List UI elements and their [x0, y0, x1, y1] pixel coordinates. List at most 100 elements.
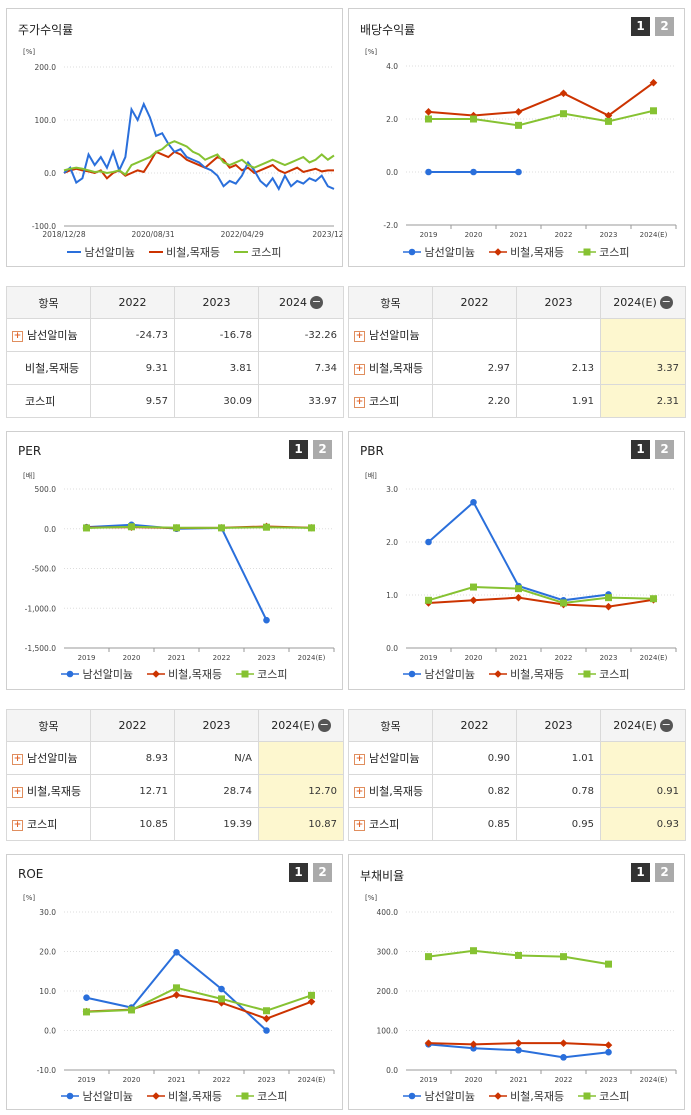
cell-value: 30.09 [174, 384, 259, 418]
top-tab-strip [225, 0, 585, 3]
legend: 남선알미늄 비철,목재등 코스피 [349, 244, 684, 260]
cell-value [516, 318, 601, 352]
row-label[interactable]: + 비철,목재등 [6, 774, 91, 808]
legend-industry: 비철,목재등 [489, 1088, 564, 1104]
y-tick-label: -10.0 [37, 1066, 57, 1075]
cell-value: 2.31 [600, 384, 686, 418]
industry-point [514, 1039, 523, 1047]
industry-point [424, 108, 433, 116]
kospi-point [560, 599, 567, 607]
kospi-point [605, 117, 612, 125]
table-row: + 남선알미늄 [348, 318, 686, 352]
x-tick-label: 2021 [168, 1076, 186, 1084]
y-tick-label: 4.0 [386, 62, 398, 71]
header-year: 2022 [90, 709, 175, 742]
industry-point [604, 1041, 613, 1049]
table-row: + 코스피 10.85 19.39 10.87 [6, 807, 344, 841]
industry-point [604, 602, 613, 611]
cell-value: 3.37 [600, 351, 686, 385]
kospi-line [86, 525, 312, 529]
row-label[interactable]: + 남선알미늄 [348, 741, 433, 775]
row-label[interactable]: 비철,목재등 [6, 351, 91, 385]
industry-point [494, 670, 502, 678]
header-year: 2023 [516, 286, 601, 319]
row-label[interactable]: 코스피 [6, 384, 91, 418]
x-tick-label: 2019 [78, 1076, 96, 1084]
view-2-button[interactable]: 2 [655, 863, 674, 882]
collapse-icon[interactable]: − [659, 718, 673, 733]
view-1-button[interactable]: 1 [631, 17, 650, 36]
industry-line [428, 596, 654, 608]
panel-title: PER [18, 444, 42, 458]
x-tick-label: 2019 [78, 654, 96, 662]
legend-industry: 비철,목재등 [147, 1088, 222, 1104]
cell-value [600, 741, 686, 775]
view-2-button[interactable]: 2 [655, 440, 674, 459]
expand-icon[interactable]: + [12, 753, 23, 765]
company-point [470, 1044, 477, 1052]
header-year: 2024(E) − [600, 709, 686, 742]
header-year: 2023 [174, 286, 259, 319]
kospi-point [515, 585, 522, 593]
collapse-icon[interactable]: − [317, 718, 331, 733]
kospi-point [583, 670, 591, 678]
industry-point [494, 248, 502, 256]
row-label[interactable]: + 남선알미늄 [348, 318, 433, 352]
cell-value: 7.34 [258, 351, 344, 385]
table-row: + 비철,목재등 2.97 2.13 3.37 [348, 351, 686, 385]
row-label[interactable]: + 코스피 [6, 807, 91, 841]
cell-value [258, 741, 344, 775]
company-point [409, 1092, 416, 1100]
unit-label: [배] [23, 472, 35, 480]
row-label[interactable]: + 코스피 [348, 384, 433, 418]
y-tick-label: -100.0 [32, 222, 56, 231]
company-point [83, 994, 90, 1002]
kospi-point [605, 960, 612, 968]
kospi-line [428, 586, 654, 604]
view-2-button[interactable]: 2 [655, 17, 674, 36]
expand-icon[interactable]: + [12, 330, 23, 342]
y-tick-label: 20.0 [39, 948, 56, 957]
expand-icon[interactable]: + [354, 753, 365, 765]
view-1-button[interactable]: 1 [289, 863, 308, 882]
cell-value: 2.20 [432, 384, 517, 418]
cell-value: 9.31 [90, 351, 175, 385]
expand-icon[interactable]: + [354, 786, 365, 798]
view-2-button[interactable]: 2 [313, 440, 332, 459]
collapse-icon[interactable]: − [659, 295, 673, 310]
expand-icon[interactable]: + [354, 363, 365, 375]
collapse-icon[interactable]: − [310, 295, 323, 310]
row-label[interactable]: + 비철,목재등 [348, 774, 433, 808]
industry-point [262, 1014, 271, 1023]
y-tick-label: 1.0 [386, 591, 398, 600]
expand-icon[interactable]: + [12, 786, 23, 798]
industry-line [428, 81, 655, 117]
view-1-button[interactable]: 1 [289, 440, 308, 459]
expand-icon[interactable]: + [354, 396, 365, 408]
company-point [263, 616, 270, 624]
company-point [515, 168, 522, 176]
y-tick-label: 2.0 [386, 115, 398, 124]
x-tick-label: 2023 [600, 654, 618, 662]
row-label[interactable]: + 비철,목재등 [348, 351, 433, 385]
view-1-button[interactable]: 1 [631, 440, 650, 459]
industry-point [469, 596, 478, 605]
company-point [605, 1048, 612, 1056]
kospi-point [560, 953, 567, 961]
row-label[interactable]: + 남선알미늄 [6, 318, 91, 352]
row-label[interactable]: + 코스피 [348, 807, 433, 841]
expand-icon[interactable]: + [354, 330, 365, 342]
legend-company: 남선알미늄 [403, 244, 475, 260]
expand-icon[interactable]: + [354, 819, 365, 831]
view-2-button[interactable]: 2 [313, 863, 332, 882]
company-point [515, 1046, 522, 1054]
row-label[interactable]: + 남선알미늄 [6, 741, 91, 775]
expand-icon[interactable]: + [12, 819, 23, 831]
view-1-button[interactable]: 1 [631, 863, 650, 882]
legend: 남선알미늄 비철,목재등 코스피 [7, 1088, 342, 1104]
panel-title: 주가수익률 [18, 23, 74, 37]
industry-point [172, 991, 181, 999]
cell-value: -16.78 [174, 318, 259, 352]
